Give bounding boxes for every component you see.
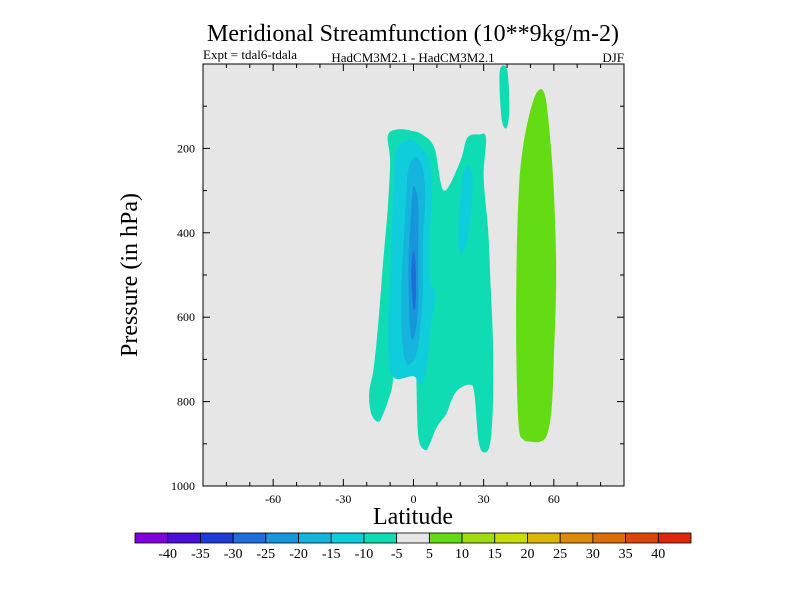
colorbar (134, 532, 692, 544)
colorbar-level-label: 25 (553, 547, 567, 562)
colorbar-swatch (428, 532, 463, 544)
colorbar-swatch (461, 532, 496, 544)
colorbar-level-label: -40 (158, 547, 177, 562)
colorbar-swatch (298, 532, 332, 544)
colorbar-swatch (200, 532, 234, 544)
y-tick-label: 200 (177, 141, 195, 155)
colorbar-swatch (559, 532, 594, 544)
colorbar-level-label: 30 (586, 547, 600, 562)
y-tick-label: 800 (177, 395, 195, 409)
plot-area: -60 -30 0 30 60 200 400 600 800 1000 (171, 63, 625, 506)
subtitle-right: DJF (602, 50, 624, 65)
contour-band-minus10-to-minus15-pocket (457, 165, 473, 255)
y-tick-label: 400 (177, 226, 195, 240)
colorbar-swatch (265, 532, 299, 544)
chart-title: Meridional Streamfunction (10**9kg/m-2) (207, 21, 619, 47)
x-axis-label: Latitude (373, 504, 453, 530)
colorbar-level-label: -10 (355, 547, 374, 562)
colorbar-level-label: -35 (191, 547, 210, 562)
colorbar-swatch (232, 532, 267, 544)
colorbar-swatch (592, 532, 626, 544)
colorbar-labels: -40 -35 -30 -25 -20 -15 -10 -5 5 10 15 20 25 30 35 40 (158, 547, 665, 562)
colorbar-swatch (625, 532, 659, 544)
x-tick-label: 60 (548, 492, 560, 506)
colorbar-swatch (494, 532, 528, 544)
contour-band-minus5-to-minus10-upper-strip (499, 65, 510, 129)
x-tick-label: 30 (478, 492, 490, 506)
y-tick-labels: 200 400 600 800 1000 (171, 141, 195, 493)
colorbar-swatch (134, 532, 169, 544)
colorbar-swatch (330, 532, 365, 544)
y-tick-label: 600 (177, 310, 195, 324)
colorbar-level-label: 40 (651, 547, 665, 562)
y-tick-label: 1000 (171, 479, 195, 493)
x-tick-label: -60 (265, 492, 281, 506)
x-tick-labels: -60 -30 0 30 60 (265, 492, 560, 506)
y-axis-label: Pressure (in hPa) (117, 193, 143, 357)
colorbar-swatch (363, 532, 398, 544)
colorbar-level-label: 20 (520, 547, 534, 562)
colorbar-swatch (396, 532, 430, 544)
colorbar-swatch (167, 532, 201, 544)
subtitle-center: HadCM3M2.1 - HadCM3M2.1 (331, 50, 494, 65)
x-tick-label: 0 (411, 492, 417, 506)
colorbar-level-label: 35 (619, 547, 633, 562)
colorbar-level-label: -15 (322, 547, 341, 562)
colorbar-level-label: -20 (289, 547, 308, 562)
subtitle-left: Expt = tdal6-tdala (203, 47, 297, 62)
colorbar-level-label: 10 (455, 547, 469, 562)
colorbar-level-label: -5 (391, 547, 403, 562)
colorbar-level-label: 15 (488, 547, 502, 562)
colorbar-swatch (527, 532, 561, 544)
axis-ticks (203, 64, 624, 486)
colorbar-level-label: -25 (256, 547, 275, 562)
contour-band-5-to-10-north-cell (516, 89, 557, 443)
colorbar-swatch (657, 532, 692, 544)
colorbar-level-label: -30 (224, 547, 243, 562)
contour-fills (369, 65, 557, 453)
contour-band-minus25-to-minus30-core (411, 249, 417, 311)
colorbar-level-label: 5 (426, 547, 433, 562)
x-tick-label: -30 (335, 492, 351, 506)
